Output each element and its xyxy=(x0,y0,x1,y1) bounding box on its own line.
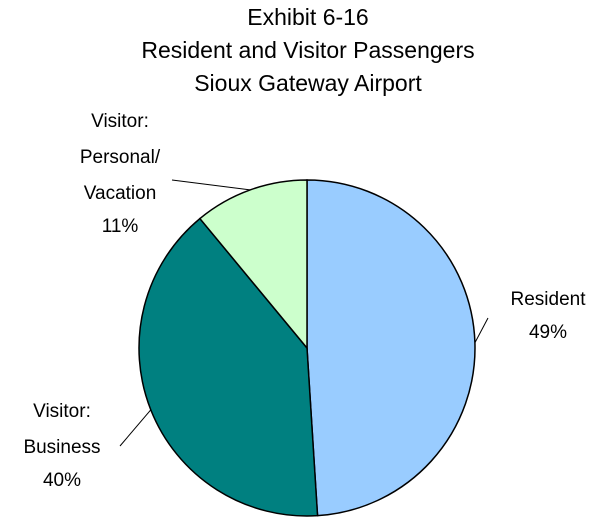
leader-line xyxy=(119,409,152,447)
pie-slice xyxy=(306,179,476,517)
leader-line xyxy=(171,179,251,191)
slice-label: Visitor: Personal/Vacation xyxy=(80,111,161,204)
chart-title: Sioux Gateway Airport xyxy=(194,70,422,96)
pie-slice xyxy=(198,179,308,351)
chart-title: Resident and Visitor Passengers xyxy=(141,37,474,63)
leader-line xyxy=(474,317,489,343)
value-label: 40% xyxy=(43,470,81,491)
slice-label: Visitor: Business xyxy=(23,401,100,458)
value-label: 11% xyxy=(102,216,139,237)
chart-title: Exhibit 6-16 xyxy=(247,4,368,30)
value-label: 49% xyxy=(529,322,567,343)
slice-label: Resident xyxy=(511,289,587,310)
